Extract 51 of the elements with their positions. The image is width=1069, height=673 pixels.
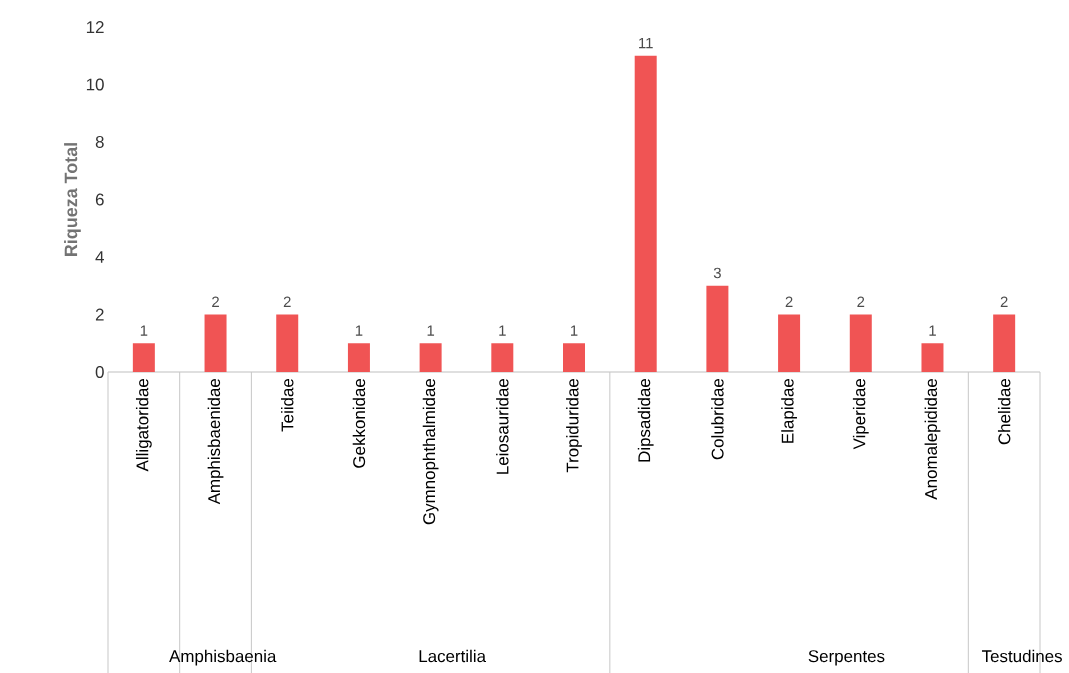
bar xyxy=(563,343,586,372)
y-tick-label: 2 xyxy=(95,308,104,321)
data-label: 1 xyxy=(570,325,578,336)
data-label: 1 xyxy=(929,325,936,336)
x-tick-label: Anomalepididae xyxy=(924,378,941,500)
x-tick-label: Gymnophthalmidae xyxy=(422,378,439,525)
text: Testudines xyxy=(981,649,1062,663)
data-label: 2 xyxy=(283,296,291,307)
x-tick-label: Gekkonidae xyxy=(352,378,366,468)
y-tick-label: 12 xyxy=(86,21,104,33)
x-tick-label: Amphisbaenidae xyxy=(207,378,224,505)
text: Serpentes xyxy=(808,650,885,666)
x-tick-label: Colubridae xyxy=(711,378,724,460)
data-label: 11 xyxy=(639,37,653,49)
data-label: 2 xyxy=(1000,296,1008,307)
y-tick-label: 6 xyxy=(95,193,104,206)
bar xyxy=(132,343,155,372)
x-tick-label: Teiidae xyxy=(281,378,294,432)
data-label: 1 xyxy=(140,325,148,336)
x-tick-label: Tropiduridae xyxy=(566,378,582,473)
x-tick-label: Chelidae xyxy=(997,378,1011,445)
bar xyxy=(204,314,227,372)
y-tick-label: 8 xyxy=(95,136,104,148)
data-label: 2 xyxy=(857,296,865,307)
data-label: 1 xyxy=(499,325,506,336)
y-tick-label: 0 xyxy=(95,366,104,378)
bar xyxy=(921,343,944,372)
x-tick-label: Alligatoridae xyxy=(135,378,152,472)
bar xyxy=(491,343,514,372)
y-axis-title: Riqueza Total xyxy=(64,143,81,256)
y-tick-label: 10 xyxy=(86,78,104,91)
data-label: 2 xyxy=(212,296,219,307)
bar xyxy=(276,314,299,372)
y-tick-label: 4 xyxy=(95,251,104,263)
bar xyxy=(706,285,729,372)
bar xyxy=(993,314,1016,372)
x-tick-label: Dipsadidae xyxy=(637,378,654,462)
data-label: 3 xyxy=(713,267,721,279)
text: Lacertilia xyxy=(419,649,487,663)
x-tick-label: Viperidae xyxy=(852,378,869,450)
data-label: 1 xyxy=(355,325,363,336)
bar xyxy=(634,55,657,372)
data-label: 2 xyxy=(785,296,793,307)
x-tick-label: Leiosauridae xyxy=(496,378,509,474)
x-tick-label: Elapidae xyxy=(781,378,797,443)
data-label: 1 xyxy=(427,325,435,336)
bar xyxy=(849,314,872,372)
bar xyxy=(347,343,370,372)
text: Amphisbaenia xyxy=(169,649,277,666)
bar xyxy=(419,343,442,372)
bar xyxy=(778,314,801,372)
